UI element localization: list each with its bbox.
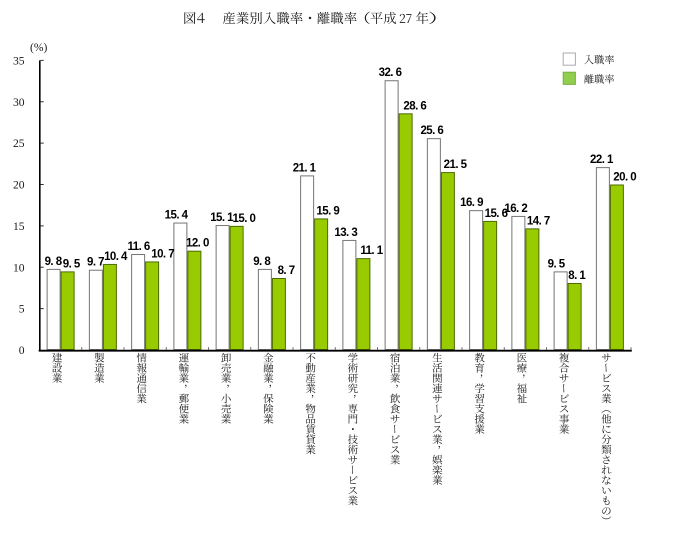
svg-text:15: 15: [13, 220, 25, 233]
svg-text:14. 7: 14. 7: [527, 215, 550, 227]
svg-text:9. 5: 9. 5: [63, 258, 81, 270]
svg-text:8. 7: 8. 7: [278, 265, 295, 277]
svg-text:21. 1: 21. 1: [293, 162, 317, 174]
svg-text:15. 6: 15. 6: [485, 208, 508, 220]
svg-text:15. 4: 15. 4: [165, 210, 189, 222]
svg-text:11. 1: 11. 1: [360, 245, 383, 257]
svg-text:15. 1: 15. 1: [210, 212, 234, 224]
svg-text:20: 20: [13, 179, 25, 192]
svg-text:21. 5: 21. 5: [444, 159, 468, 171]
svg-text:10. 7: 10. 7: [151, 248, 174, 260]
svg-text:16. 9: 16. 9: [460, 197, 483, 209]
svg-text:10. 4: 10. 4: [104, 251, 128, 263]
svg-text:16. 2: 16. 2: [504, 203, 527, 215]
svg-text:12. 0: 12. 0: [186, 238, 209, 250]
svg-text:9. 8: 9. 8: [45, 256, 63, 268]
svg-text:25: 25: [13, 137, 25, 150]
svg-text:9. 7: 9. 7: [87, 257, 104, 269]
svg-text:30: 30: [13, 96, 25, 109]
svg-text:8. 1: 8. 1: [568, 270, 586, 282]
svg-text:9. 8: 9. 8: [253, 256, 271, 268]
svg-text:35: 35: [13, 54, 25, 67]
svg-text:32. 6: 32. 6: [379, 67, 402, 79]
svg-text:22. 1: 22. 1: [590, 154, 614, 166]
svg-text:28. 6: 28. 6: [403, 100, 426, 112]
svg-text:10: 10: [13, 261, 25, 274]
svg-text:20. 0: 20. 0: [613, 172, 636, 184]
svg-text:13. 3: 13. 3: [334, 227, 357, 239]
svg-text:(%): (%): [30, 41, 48, 54]
svg-text:5: 5: [19, 303, 25, 316]
svg-text:0: 0: [19, 344, 25, 357]
svg-text:25. 6: 25. 6: [420, 125, 443, 137]
svg-text:15. 9: 15. 9: [316, 205, 339, 217]
svg-text:15. 0: 15. 0: [233, 213, 256, 225]
svg-text:9. 5: 9. 5: [548, 258, 566, 270]
svg-text:11. 6: 11. 6: [128, 241, 150, 253]
